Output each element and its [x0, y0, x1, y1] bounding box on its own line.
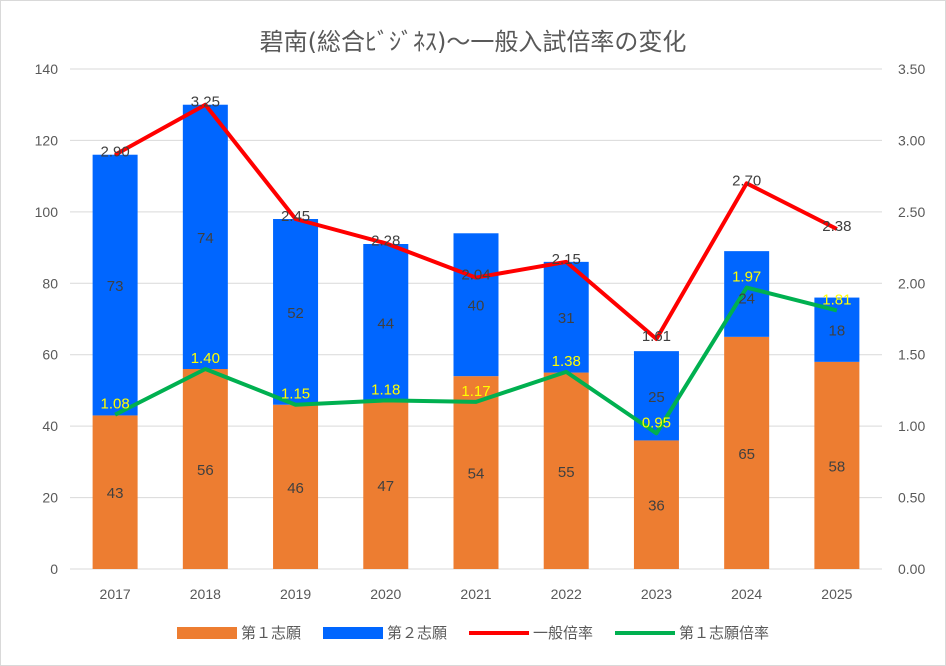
x-tick-label: 2022: [551, 586, 582, 602]
y-left-tick-label: 20: [42, 490, 58, 506]
data-label-general-ratio: 2.45: [281, 208, 310, 225]
data-label-second-choice: 24: [738, 291, 755, 308]
x-tick-label: 2018: [190, 586, 221, 602]
bar-first-choice: [633, 440, 679, 569]
data-label-first-choice-ratio: 1.08: [101, 396, 130, 413]
bar-second-choice: [453, 233, 499, 377]
legend-item-3: 一般倍率: [469, 622, 593, 643]
x-tick-label: 2017: [100, 586, 131, 602]
data-label-first-choice: 56: [197, 462, 214, 479]
y-right-tick-label: 2.50: [898, 204, 925, 220]
x-tick-label: 2025: [821, 586, 852, 602]
data-label-first-choice: 65: [738, 446, 755, 463]
data-label-first-choice: 47: [377, 478, 394, 495]
bar-first-choice: [724, 336, 770, 569]
data-label-first-choice: 46: [287, 480, 304, 497]
bar-first-choice: [363, 401, 409, 569]
legend-swatch: [322, 626, 383, 639]
y-left-tick-label: 140: [35, 61, 59, 77]
y-left-tick-label: 80: [42, 275, 58, 291]
data-label-first-choice: 55: [558, 464, 575, 481]
y-left-tick-label: 100: [35, 204, 59, 220]
data-label-first-choice-ratio: 1.97: [732, 269, 761, 286]
bar-second-choice: [543, 261, 589, 373]
line-general-ratio: [114, 102, 838, 341]
y-right-tick-label: 1.50: [898, 347, 925, 363]
x-tick-label: 2024: [731, 586, 762, 602]
bar-first-choice: [92, 415, 138, 569]
data-label-second-choice: 74: [197, 230, 214, 247]
legend-item-2: 第２志願: [322, 622, 447, 643]
y-left-tick-label: 120: [35, 132, 59, 148]
legend-label: 第１志願倍率: [679, 624, 770, 642]
y-left-tick-label: 60: [42, 347, 58, 363]
legend: 第１志願 第２志願 一般倍率 第１志願倍率: [0, 622, 946, 643]
bar-first-choice: [814, 361, 860, 569]
y-left-tick-label: 40: [42, 418, 58, 434]
data-label-second-choice: 31: [558, 310, 575, 327]
legend-label: 一般倍率: [533, 624, 594, 642]
data-label-first-choice-ratio: 1.40: [191, 350, 220, 367]
bar-second-choice: [273, 219, 319, 405]
bar-first-choice: [273, 404, 319, 569]
data-label-first-choice-ratio: 1.18: [371, 381, 400, 398]
y-right-tick-label: 0.50: [898, 490, 925, 506]
legend-swatch: [176, 626, 237, 639]
data-label-first-choice-ratio: 1.38: [552, 353, 581, 370]
bar-second-choice: [724, 251, 770, 337]
data-label-first-choice: 43: [107, 485, 124, 502]
y-right-tick-label: 3.00: [898, 132, 925, 148]
data-label-first-choice-ratio: 1.81: [822, 291, 851, 308]
y-right-tick-label: 2.00: [898, 275, 925, 291]
data-label-second-choice: 52: [287, 305, 304, 322]
data-label-general-ratio: 1.61: [642, 328, 671, 345]
data-label-first-choice: 36: [648, 498, 665, 515]
data-label-first-choice-ratio: 1.15: [281, 386, 310, 403]
line-first-choice-ratio: [114, 285, 838, 436]
bar-second-choice: [92, 154, 138, 416]
x-tick-label: 2019: [280, 586, 311, 602]
data-label-general-ratio: 2.70: [732, 172, 761, 189]
data-label-general-ratio: 2.28: [371, 232, 400, 249]
data-label-second-choice: 44: [377, 316, 394, 333]
data-label-first-choice: 58: [829, 458, 846, 475]
data-label-general-ratio: 3.25: [191, 94, 220, 111]
data-label-general-ratio: 2.15: [552, 251, 581, 268]
legend-swatch: [615, 630, 676, 635]
x-tick-label: 2023: [641, 586, 672, 602]
data-label-first-choice: 54: [468, 466, 485, 483]
y-left-tick-label: 0: [50, 561, 58, 577]
legend-item-1: 第１志願: [176, 622, 301, 643]
bar-first-choice: [543, 372, 589, 569]
chart-title: 碧南(総合ﾋﾞｼﾞﾈｽ)〜一般入試倍率の変化: [259, 28, 687, 56]
data-label-general-ratio: 2.38: [822, 218, 851, 235]
legend-swatch: [469, 630, 529, 635]
bar-first-choice: [182, 369, 228, 569]
legend-label: 第１志願: [240, 624, 301, 642]
bar-first-choice: [453, 376, 499, 569]
data-label-first-choice-ratio: 0.95: [642, 414, 671, 431]
data-label-general-ratio: 2.90: [101, 144, 130, 161]
legend-item-4: 第１志願倍率: [615, 622, 769, 643]
bar-second-choice: [182, 104, 228, 369]
y-right-tick-label: 3.50: [898, 61, 925, 77]
data-label-second-choice: 18: [829, 323, 846, 340]
legend-label: 第２志願: [386, 624, 447, 642]
bar-second-choice: [633, 351, 679, 441]
y-right-tick-label: 1.00: [898, 418, 925, 434]
x-tick-label: 2020: [370, 586, 401, 602]
data-label-second-choice: 40: [468, 298, 485, 315]
bar-second-choice: [363, 244, 409, 402]
data-label-general-ratio: 2.04: [461, 267, 490, 284]
data-label-second-choice: 25: [648, 389, 665, 406]
data-label-first-choice-ratio: 1.17: [461, 383, 490, 400]
y-right-tick-label: 0.00: [898, 561, 925, 577]
x-tick-label: 2021: [460, 586, 491, 602]
data-label-second-choice: 73: [107, 278, 124, 295]
